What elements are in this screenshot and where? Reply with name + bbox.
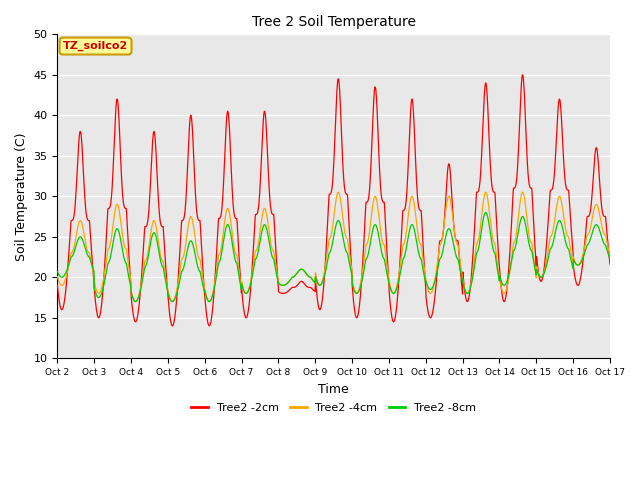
- X-axis label: Time: Time: [318, 383, 349, 396]
- Y-axis label: Soil Temperature (C): Soil Temperature (C): [15, 132, 28, 261]
- Text: TZ_soilco2: TZ_soilco2: [63, 41, 128, 51]
- Title: Tree 2 Soil Temperature: Tree 2 Soil Temperature: [252, 15, 416, 29]
- Legend: Tree2 -2cm, Tree2 -4cm, Tree2 -8cm: Tree2 -2cm, Tree2 -4cm, Tree2 -8cm: [187, 398, 481, 418]
